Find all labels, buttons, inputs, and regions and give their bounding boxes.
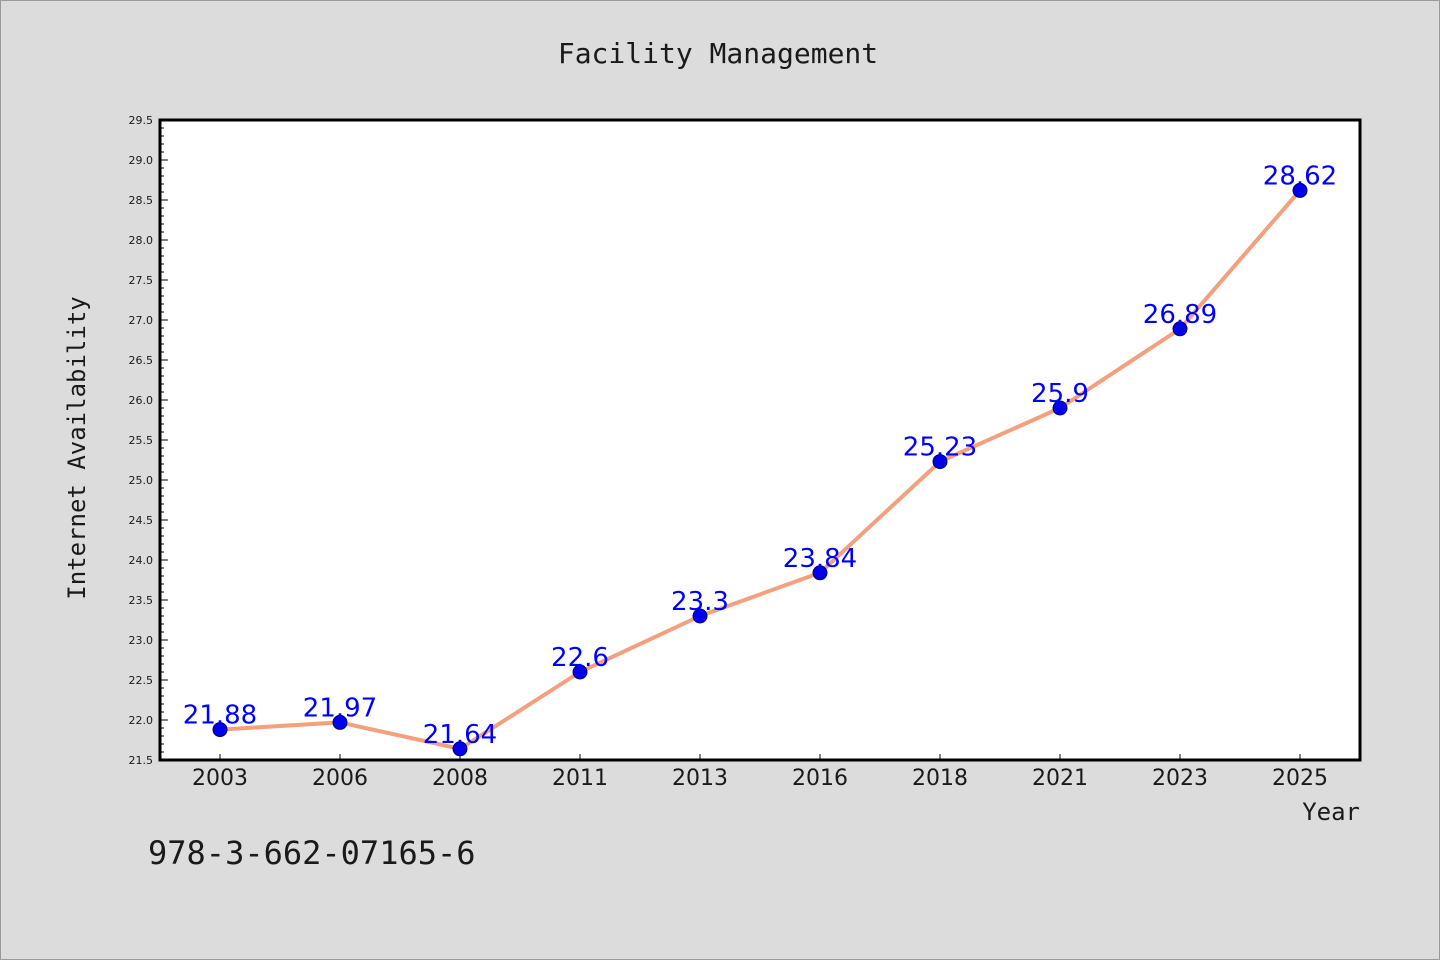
data-point — [692, 608, 708, 624]
data-label: 23.3 — [671, 587, 729, 617]
x-axis: 2003 2006 2008 2011 2013 2016 2018 2021 2023 2025 — [192, 754, 1328, 791]
data-label: 26.89 — [1143, 300, 1217, 330]
y-tick-label: 26.0 — [129, 394, 154, 407]
data-point — [1052, 400, 1068, 416]
data-point — [452, 741, 468, 757]
x-tick-label: 2008 — [432, 766, 488, 791]
y-tick-label: 22.5 — [129, 674, 154, 687]
chart-title: Facility Management — [558, 37, 878, 70]
data-label: 25.23 — [903, 433, 977, 463]
data-label: 25.9 — [1031, 379, 1089, 409]
y-tick-label: 28.0 — [129, 234, 154, 247]
data-label: 21.64 — [423, 720, 497, 750]
x-tick-label: 2016 — [792, 766, 848, 791]
x-tick-label: 2018 — [912, 766, 968, 791]
data-point — [332, 714, 348, 730]
x-tick-label: 2025 — [1272, 766, 1328, 791]
data-label: 21.97 — [303, 693, 377, 723]
y-tick-label: 26.5 — [129, 354, 154, 367]
data-point — [1292, 182, 1308, 198]
data-label: 23.84 — [783, 544, 857, 574]
series-line — [218, 188, 1302, 751]
data-label: 21.88 — [183, 701, 257, 731]
y-tick-label: 23.0 — [129, 634, 154, 647]
data-point — [1172, 321, 1188, 337]
data-label: 22.6 — [551, 643, 609, 673]
series-layer — [212, 182, 1308, 757]
y-tick-label: 28.5 — [129, 194, 154, 207]
y-axis: 21.5 22.0 22.5 23.0 23.5 24.0 24.5 25.0 25.5 26.0… — [129, 114, 168, 767]
y-tick-label: 29.0 — [129, 154, 154, 167]
y-axis-title: Internet Availability — [63, 296, 91, 599]
x-tick-label: 2003 — [192, 766, 248, 791]
data-point — [572, 664, 588, 680]
data-point — [932, 454, 948, 470]
y-tick-label: 25.5 — [129, 434, 154, 447]
isbn-text: 978-3-662-07165-6 — [148, 834, 476, 872]
x-tick-label: 2011 — [552, 766, 608, 791]
x-axis-title: Year — [1302, 798, 1360, 826]
x-tick-label: 2006 — [312, 766, 368, 791]
y-tick-label: 23.5 — [129, 594, 154, 607]
x-tick-label: 2021 — [1032, 766, 1088, 791]
y-tick-label: 27.5 — [129, 274, 154, 287]
y-tick-label: 24.5 — [129, 514, 154, 527]
y-tick-label: 24.0 — [129, 554, 154, 567]
y-tick-label: 22.0 — [129, 714, 154, 727]
y-tick-label: 25.0 — [129, 474, 154, 487]
plot-area — [158, 118, 1362, 762]
y-tick-label: 27.0 — [129, 314, 154, 327]
data-point — [212, 722, 228, 738]
y-tick-label: 21.5 — [129, 754, 154, 767]
data-point — [812, 565, 828, 581]
data-label: 28.62 — [1263, 161, 1337, 191]
data-label-layer: 21.88 21.97 21.64 22.6 23.3 23.84 25.23 25.9 26.… — [183, 161, 1337, 749]
x-tick-label: 2013 — [672, 766, 728, 791]
x-tick-label: 2023 — [1152, 766, 1208, 791]
y-tick-label: 29.5 — [129, 114, 154, 127]
